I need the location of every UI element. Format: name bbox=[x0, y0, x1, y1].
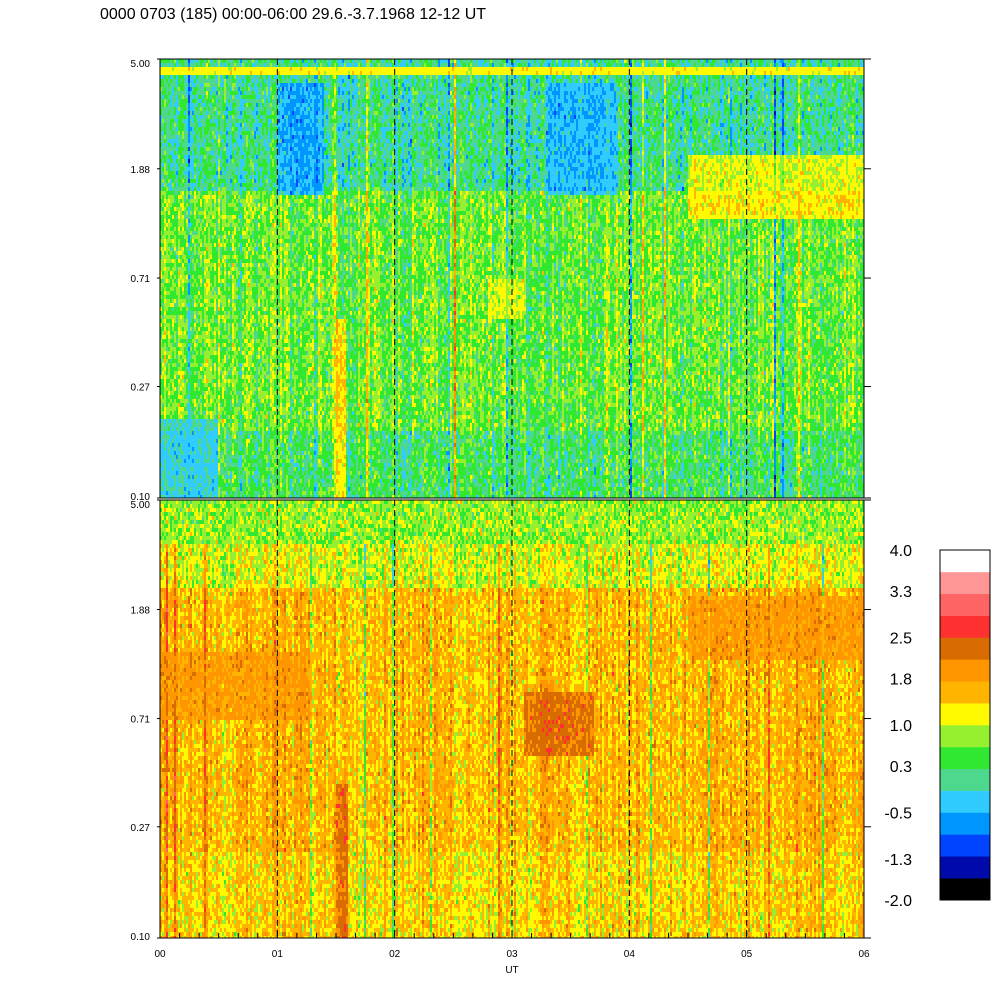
colorbar-label: -0.5 bbox=[884, 806, 912, 823]
x-tick-label: 04 bbox=[624, 949, 636, 960]
y-tick-label: 0.10 bbox=[131, 932, 151, 943]
y-tick-label: 1.88 bbox=[131, 606, 151, 617]
colorbar-swatch bbox=[940, 638, 990, 660]
colorbar-swatch bbox=[940, 572, 990, 594]
y-tick-label: 0.27 bbox=[131, 823, 151, 834]
colorbar-swatch bbox=[940, 769, 990, 791]
colorbar-swatch bbox=[940, 878, 990, 900]
heatmap-panel-upper: 5.001.880.710.270.10 bbox=[131, 59, 871, 503]
colorbar-swatch bbox=[940, 725, 990, 747]
colorbar-swatch bbox=[940, 616, 990, 638]
colorbar-label: -1.3 bbox=[884, 852, 912, 869]
x-axis-label: UT bbox=[505, 965, 518, 976]
y-tick-label: 1.88 bbox=[131, 165, 151, 176]
x-tick-label: 06 bbox=[858, 949, 870, 960]
y-tick-label: 0.71 bbox=[131, 715, 151, 726]
x-tick-label: 05 bbox=[741, 949, 753, 960]
colorbar-label: 1.8 bbox=[890, 671, 912, 688]
colorbar-swatch bbox=[940, 834, 990, 856]
colorbar-label: -2.0 bbox=[884, 893, 912, 910]
x-tick-label: 00 bbox=[154, 949, 166, 960]
colorbar-swatch bbox=[940, 681, 990, 703]
colorbar-swatch bbox=[940, 550, 990, 572]
y-tick-label: 0.71 bbox=[131, 274, 151, 285]
x-tick-label: 03 bbox=[506, 949, 518, 960]
y-tick-label: 5.00 bbox=[131, 500, 151, 511]
colorbar-label: 3.3 bbox=[890, 584, 912, 601]
colorbar-swatch bbox=[940, 791, 990, 813]
colorbar-swatch bbox=[940, 594, 990, 616]
colorbar-swatch bbox=[940, 747, 990, 769]
colorbar-swatch bbox=[940, 703, 990, 725]
x-tick-label: 01 bbox=[272, 949, 284, 960]
colorbar-swatch bbox=[940, 813, 990, 835]
colorbar-label: 4.0 bbox=[890, 543, 912, 560]
x-tick-label: 02 bbox=[389, 949, 401, 960]
colorbar-label: 0.3 bbox=[890, 759, 912, 776]
colorbar: 4.0 3.3 2.5 1.8 1.0 0.3 -0.5 -1.3 -2.0 bbox=[884, 543, 990, 910]
y-tick-label: 0.27 bbox=[131, 383, 151, 394]
colorbar-label: 1.0 bbox=[890, 718, 912, 735]
y-tick-label: 5.00 bbox=[131, 59, 151, 70]
colorbar-swatch bbox=[940, 659, 990, 681]
colorbar-swatch bbox=[940, 856, 990, 878]
colorbar-label: 2.5 bbox=[890, 631, 912, 648]
